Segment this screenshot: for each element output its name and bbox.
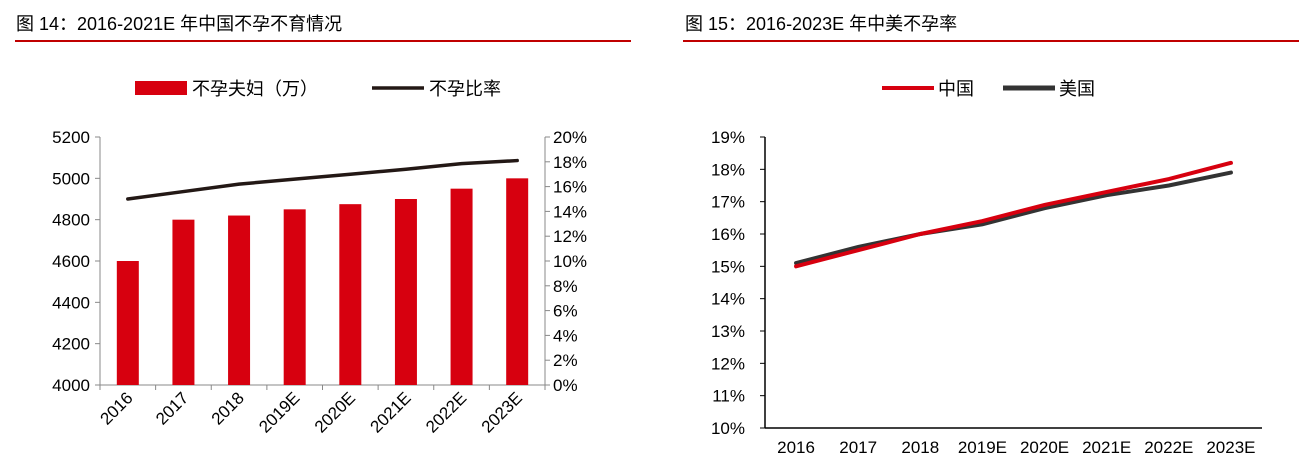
chart1-title-rule (15, 40, 631, 42)
chart1-legend-line-label: 不孕比率 (429, 79, 501, 99)
chart1-right-tick-label: 18% (553, 153, 587, 172)
chart1-bar (339, 204, 362, 385)
chart1-title: 图 14：2016-2021E 年中国不孕不育情况 (16, 14, 343, 34)
chart1-left-tick-label: 4200 (52, 335, 90, 354)
chart1-right-tick-label: 6% (553, 302, 578, 321)
chart2-title-rule (683, 40, 1299, 42)
chart1-x-label: 2019E (255, 388, 303, 436)
chart1-right-tick-label: 0% (553, 376, 578, 395)
chart2-y-tick-label: 15% (711, 257, 745, 276)
chart2-y-tick-label: 16% (711, 225, 745, 244)
chart1-ratio-line (126, 158, 519, 201)
chart2-y-tick-label: 17% (711, 193, 745, 212)
chart1-right-tick-label: 2% (553, 351, 578, 370)
chart1-legend-bar-swatch (135, 81, 187, 95)
chart1-right-tick-label: 20% (553, 128, 587, 147)
chart2-y-tick-label: 12% (711, 354, 745, 373)
chart1-legend-bar-label: 不孕夫妇（万） (192, 79, 318, 99)
chart1-x-label: 2021E (367, 388, 415, 436)
chart1-right-tick-label: 16% (553, 178, 587, 197)
chart1-x-label: 2020E (311, 388, 359, 436)
chart1-bar (506, 178, 529, 385)
chart2-x-label: 2023E (1206, 438, 1255, 457)
chart2-y-tick-label: 11% (712, 387, 745, 406)
chart2-x-label: 2020E (1020, 438, 1069, 457)
chart1-bar (116, 261, 139, 385)
chart1-x-label: 2017 (152, 388, 192, 428)
chart1-right-tick-label: 12% (553, 227, 587, 246)
chart2-line-china (794, 160, 1233, 269)
chart2-x-label: 2019E (958, 438, 1007, 457)
chart2-y-tick-label: 10% (711, 419, 745, 438)
chart2-y-tick-label: 19% (711, 128, 745, 147)
chart1-bar (228, 215, 251, 385)
chart1-left-tick-label: 4000 (52, 376, 90, 395)
chart1-right-tick-label: 14% (553, 202, 587, 221)
chart2-legend-usa-label: 美国 (1059, 79, 1095, 99)
chart2-x-label: 2016 (777, 438, 815, 457)
chart1-bar (450, 188, 473, 385)
chart2-y-tick-label: 18% (711, 160, 745, 179)
chart1-left-tick-label: 4400 (52, 293, 90, 312)
chart1-x-label: 2018 (208, 388, 248, 428)
chart2-legend-china-label: 中国 (938, 79, 974, 99)
chart2-x-label: 2022E (1144, 438, 1193, 457)
chart1-right-tick-label: 8% (553, 277, 578, 296)
chart2-y-tick-label: 13% (711, 322, 745, 341)
chart2-x-label: 2021E (1082, 438, 1131, 457)
chart1-right-tick-label: 10% (553, 252, 587, 271)
chart2-line-usa (794, 170, 1233, 266)
chart2-x-label: 2017 (839, 438, 877, 457)
chart2-y-tick-label: 14% (711, 290, 745, 309)
chart2-title: 图 15：2016-2023E 年中美不孕率 (685, 14, 958, 34)
chart1-left-tick-label: 5200 (52, 128, 90, 147)
chart1-left-tick-label: 4600 (52, 252, 90, 271)
chart1-x-label: 2016 (96, 388, 136, 428)
chart1-left-tick-label: 5000 (52, 169, 90, 188)
chart1-right-tick-label: 4% (553, 326, 578, 345)
chart1-bar (283, 209, 306, 385)
chart2-x-label: 2018 (901, 438, 939, 457)
chart1-bar (394, 199, 417, 385)
chart1-bar (172, 219, 195, 385)
chart1-x-label: 2022E (422, 388, 470, 436)
chart1-x-label: 2023E (478, 388, 526, 436)
chart1-left-tick-label: 4800 (52, 211, 90, 230)
